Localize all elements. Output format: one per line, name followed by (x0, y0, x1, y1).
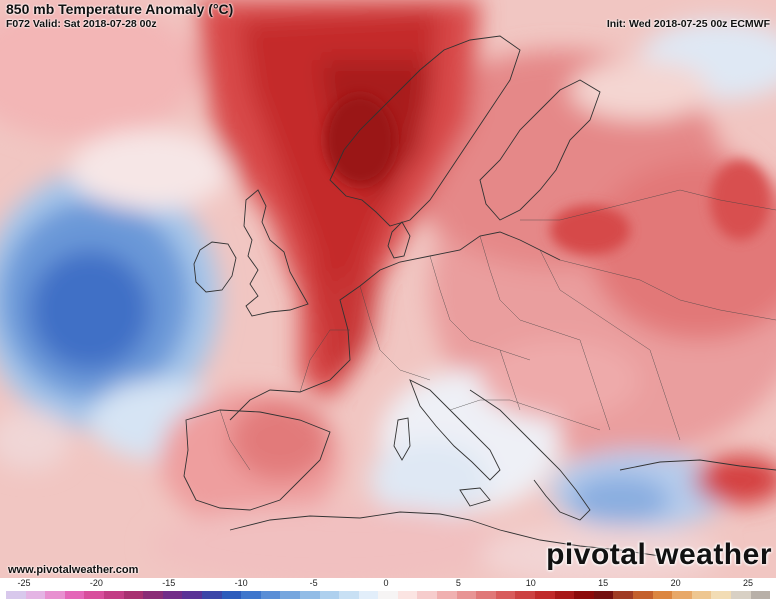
colorbar-swatch (358, 591, 379, 599)
coast-continent (229, 231, 561, 421)
colorbar-swatch (339, 591, 359, 599)
country-borders (219, 189, 776, 471)
colorbar-swatch (6, 591, 26, 599)
coast-iberia (183, 409, 331, 511)
valid-time: F072 Valid: Sat 2018-07-28 00z (6, 18, 157, 30)
colorbar-swatch (241, 591, 261, 599)
colorbar-swatch (397, 591, 418, 599)
coast-scandinavia (329, 35, 521, 227)
colorbar-swatch (730, 591, 751, 599)
colorbar-swatch (25, 591, 46, 599)
colorbar-swatch (574, 591, 594, 599)
colorbar-tick-label: 10 (525, 578, 536, 588)
colorbar-swatch (162, 591, 183, 599)
colorbar-tick-label: -10 (234, 578, 248, 588)
website-url[interactable]: www.pivotalweather.com (8, 564, 139, 576)
map-title: 850 mb Temperature Anomaly (°C) (6, 1, 234, 17)
colorbar-swatch (260, 591, 281, 599)
colorbar-swatch (84, 591, 104, 599)
colorbar: -25 -20 -15 -10 -5 0 5 10 15 20 25 (0, 578, 776, 600)
coast-turkey (619, 459, 776, 471)
colorbar-swatch (299, 591, 320, 599)
colorbar-swatch (123, 591, 144, 599)
init-time: Init: Wed 2018-07-25 00z ECMWF (606, 18, 770, 30)
coast-north-africa (229, 511, 661, 557)
colorbar-swatch (221, 591, 242, 599)
coastlines (183, 35, 776, 557)
colorbar-swatch (750, 591, 771, 599)
colorbar-swatch (633, 591, 653, 599)
colorbar-labels: -25 -20 -15 -10 -5 0 5 10 15 20 25 (0, 578, 776, 590)
colorbar-tick-label: 20 (670, 578, 681, 588)
colorbar-swatch (593, 591, 614, 599)
colorbar-swatch (45, 591, 65, 599)
colorbar-swatch (456, 591, 477, 599)
colorbar-swatch (672, 591, 692, 599)
coast-baltic (479, 79, 601, 221)
colorbar-tick-label: -20 (89, 578, 103, 588)
coast-sardinia (393, 417, 411, 461)
coast-ireland (193, 241, 237, 293)
colorbar-swatch (476, 591, 496, 599)
colorbar-swatch (103, 591, 124, 599)
colorbar-swatch (64, 591, 85, 599)
coast-denmark (387, 221, 411, 259)
colorbar-swatch (495, 591, 516, 599)
colorbar-swatch (182, 591, 202, 599)
colorbar-swatches (6, 591, 771, 599)
coast-sicily (459, 487, 491, 507)
brand-logo-text: pivotal weather (546, 538, 772, 571)
colorbar-swatch (515, 591, 536, 599)
coast-balkans (469, 389, 591, 521)
coast-italy (409, 379, 501, 481)
colorbar-swatch (378, 591, 398, 599)
colorbar-swatch (711, 591, 731, 599)
colorbar-tick-label: -15 (162, 578, 176, 588)
colorbar-swatch (143, 591, 163, 599)
colorbar-tick-label: 25 (742, 578, 754, 588)
colorbar-tick-label: -25 (17, 578, 31, 588)
colorbar-swatch (613, 591, 633, 599)
colorbar-tick-label: 5 (455, 578, 461, 588)
colorbar-swatch (437, 591, 457, 599)
colorbar-swatch (201, 591, 222, 599)
colorbar-swatch (417, 591, 438, 599)
colorbar-swatch (691, 591, 712, 599)
anomaly-map (0, 0, 776, 578)
colorbar-swatch (319, 591, 340, 599)
map-area (0, 0, 776, 578)
coast-great-britain (243, 189, 309, 317)
colorbar-swatch (652, 591, 673, 599)
colorbar-tick-label: 0 (383, 578, 389, 588)
colorbar-swatch (280, 591, 300, 599)
colorbar-tick-label: 15 (598, 578, 609, 588)
colorbar-swatch (554, 591, 575, 599)
colorbar-tick-label: -5 (309, 578, 318, 588)
colorbar-swatch (535, 591, 555, 599)
